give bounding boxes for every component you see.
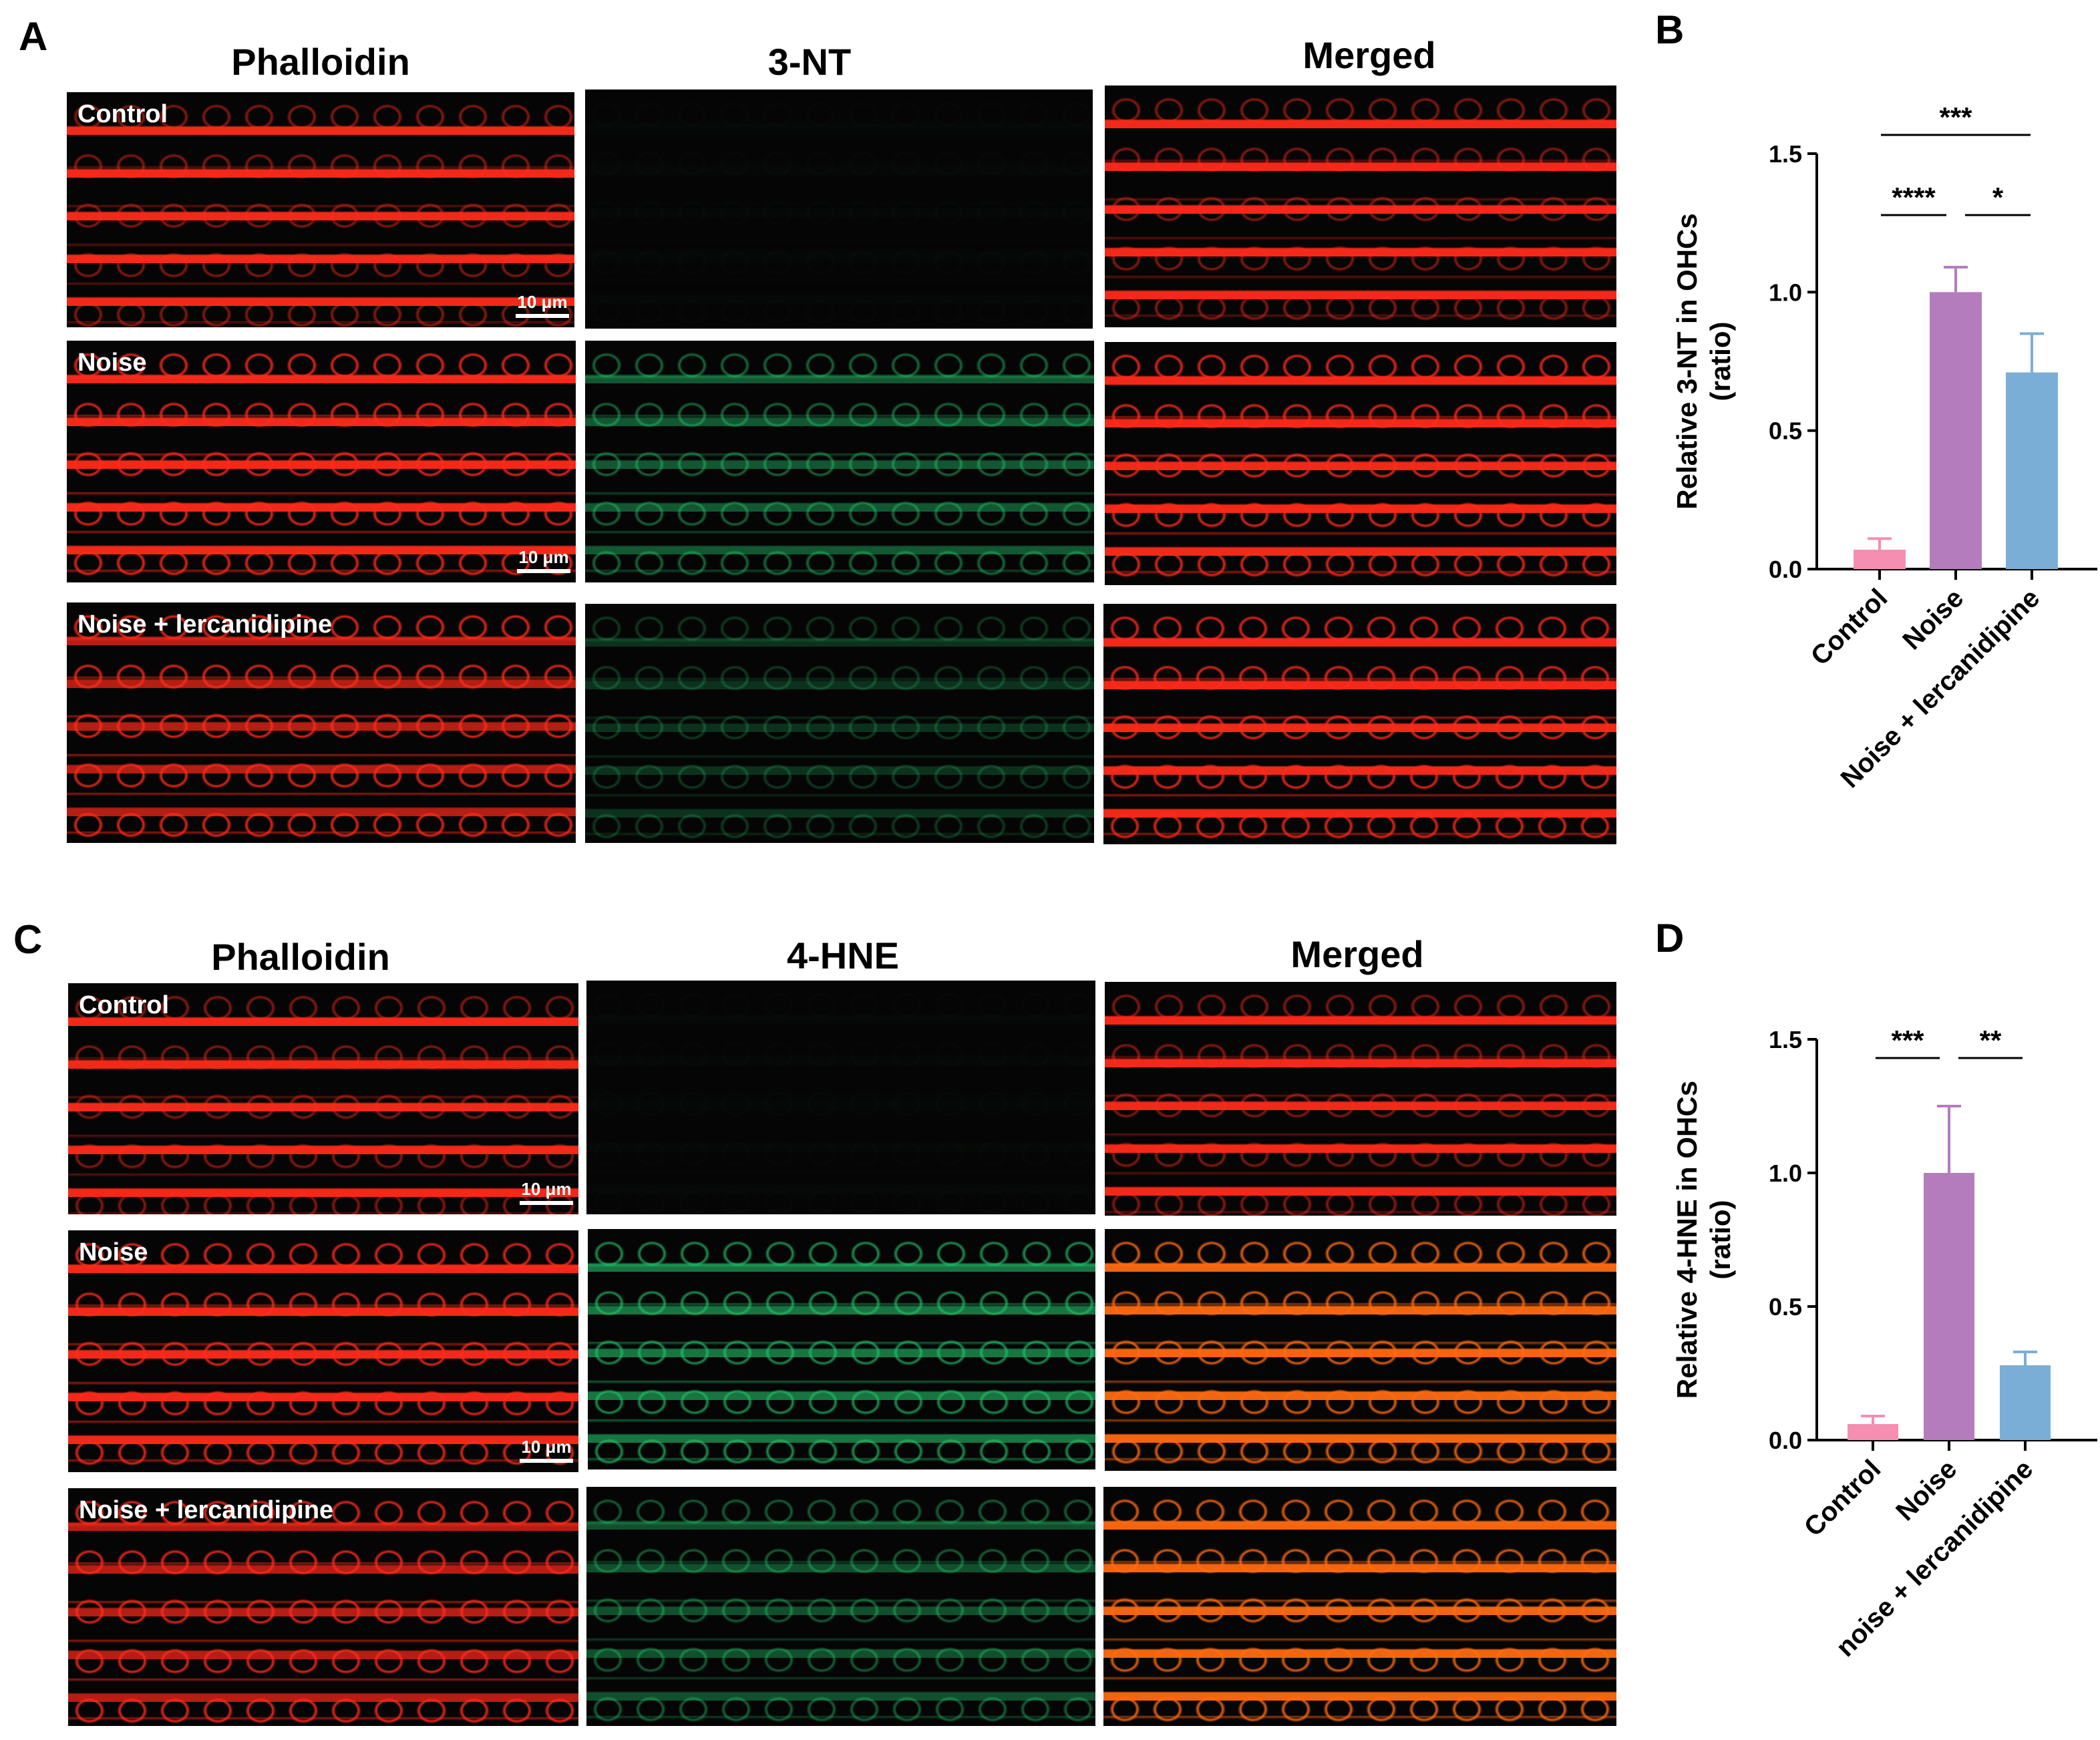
micrograph-c-r3-c1: Noise + lercanidipine: [68, 1488, 578, 1726]
column-header-merged-c: Merged: [1290, 933, 1424, 975]
micrograph-a-r1-c1: Control 10 μm: [67, 92, 574, 327]
y-axis-label-unit: (ratio): [1705, 1200, 1736, 1280]
micrograph-c-r1-c3: [1105, 982, 1616, 1216]
micrograph-c-r2-c3: [1105, 1229, 1616, 1471]
scale-bar-label: 10 μm: [518, 547, 569, 567]
row-label: Control: [79, 991, 170, 1019]
micrograph-a-r2-c1: Noise 10 μm: [67, 341, 576, 582]
x-tick-label: Noise: [1897, 583, 1969, 655]
y-tick-label: 0.5: [1769, 1293, 1802, 1321]
micrograph-c-r2-c1: Noise 10 μm: [68, 1230, 578, 1472]
scale-bar: 10 μm: [517, 547, 570, 573]
micrograph-c-r3-c2: [586, 1487, 1095, 1726]
micrograph-c-r1-c2: [586, 981, 1095, 1214]
scale-bar-line: [520, 1201, 573, 1205]
row-label: Noise + lercanidipine: [79, 1496, 334, 1524]
y-tick-label: 0.0: [1769, 1427, 1802, 1454]
bar-1: [1930, 292, 1982, 569]
scale-bar-label: 10 μm: [521, 1437, 572, 1457]
significance-label: ***: [1939, 102, 1972, 133]
column-header-merged: Merged: [1302, 34, 1436, 76]
micrograph-a-r3-c2: [585, 604, 1094, 843]
significance-label: ****: [1892, 182, 1936, 213]
row-label: Noise + lercanidipine: [77, 611, 333, 639]
bar-2: [2006, 372, 2058, 569]
significance-label: **: [1980, 1025, 2002, 1056]
bar-2: [2000, 1365, 2051, 1440]
row-label: Noise: [79, 1238, 148, 1266]
y-tick-label: 1.5: [1769, 140, 1802, 168]
micrograph-a-r1-c3: [1105, 85, 1616, 327]
y-tick-label: 1.0: [1769, 279, 1802, 306]
micrograph-a-r2-c2: [585, 341, 1094, 582]
scale-bar-line: [517, 569, 570, 573]
column-header-4hne: 4-HNE: [786, 934, 900, 977]
panel-letter-a: A: [19, 14, 48, 59]
significance-label: ***: [1891, 1025, 1924, 1056]
scale-bar-label: 10 μm: [517, 292, 568, 312]
panel-letter-c: C: [13, 917, 43, 962]
column-header-phalloidin-c: Phalloidin: [211, 936, 390, 978]
scale-bar: 10 μm: [520, 1179, 573, 1205]
column-header-phalloidin: Phalloidin: [231, 41, 410, 83]
bar-0: [1848, 1424, 1898, 1440]
micrograph-c-r1-c1: Control 10 μm: [68, 983, 578, 1214]
y-axis-label: Relative 4-HNE in OHCs: [1671, 1081, 1703, 1399]
micrograph-a-r3-c3: [1103, 604, 1616, 844]
panel-letter-b: B: [1655, 7, 1685, 52]
micrograph-c-r3-c3: [1103, 1487, 1616, 1726]
row-label: Noise: [77, 349, 147, 377]
y-tick-label: 1.0: [1769, 1160, 1802, 1187]
micrograph-a-r2-c3: [1105, 342, 1616, 585]
micrograph-a-r1-c2: [585, 90, 1093, 329]
x-tick-label: Control: [1805, 583, 1894, 671]
scale-bar-line: [516, 314, 569, 318]
scale-bar-label: 10 μm: [521, 1179, 572, 1199]
scale-bar-line: [520, 1459, 573, 1463]
y-tick-label: 1.5: [1769, 1026, 1802, 1053]
micrograph-a-r3-c1: Noise + lercanidipine: [67, 602, 576, 843]
bar-0: [1854, 549, 1906, 569]
bar-1: [1924, 1173, 1974, 1440]
x-tick-label: Noise: [1890, 1454, 1962, 1526]
panel-letter-d: D: [1655, 916, 1685, 961]
scale-bar: 10 μm: [516, 292, 569, 318]
y-tick-label: 0.0: [1769, 556, 1802, 583]
y-axis-label-unit: (ratio): [1705, 322, 1736, 401]
column-header-3nt: 3-NT: [767, 41, 852, 83]
micrograph-c-r2-c2: [588, 1229, 1095, 1469]
scale-bar: 10 μm: [520, 1437, 573, 1463]
row-label: Control: [77, 100, 168, 128]
y-axis-label: Relative 3-NT in OHCs: [1671, 213, 1703, 509]
y-tick-label: 0.5: [1769, 417, 1802, 445]
significance-label: *: [1992, 182, 2004, 213]
x-tick-label: Control: [1799, 1454, 1887, 1542]
